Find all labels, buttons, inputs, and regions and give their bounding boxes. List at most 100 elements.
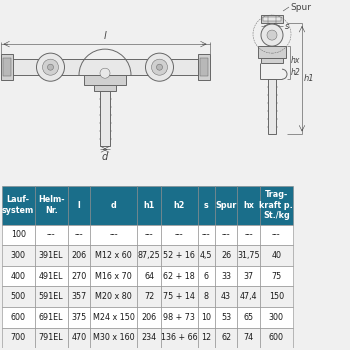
Bar (137, 245, 161, 266)
Text: 391EL: 391EL (39, 251, 63, 260)
Text: 43: 43 (221, 292, 231, 301)
Bar (90, 328, 137, 348)
Bar (84, 75, 126, 85)
Bar (68, 307, 90, 328)
Text: 136 + 66: 136 + 66 (161, 334, 198, 342)
Text: 52 + 16: 52 + 16 (163, 251, 195, 260)
Bar (197, 186, 215, 225)
Text: 591EL: 591EL (39, 292, 63, 301)
Text: 62: 62 (221, 334, 231, 342)
Circle shape (100, 68, 110, 78)
Bar (137, 186, 161, 225)
Text: 234: 234 (141, 334, 156, 342)
Bar (197, 225, 215, 245)
Text: 600: 600 (269, 334, 284, 342)
Bar (2, 307, 35, 328)
Text: M24 x 150: M24 x 150 (92, 313, 134, 322)
Bar (137, 266, 161, 286)
Text: l: l (104, 31, 106, 41)
Text: 700: 700 (10, 334, 26, 342)
Bar (260, 266, 293, 286)
Bar (263, 17, 281, 21)
Bar (35, 328, 68, 348)
Text: Trag-
kraft p.
St./kg: Trag- kraft p. St./kg (259, 190, 293, 220)
Text: 300: 300 (11, 251, 26, 260)
Bar (215, 266, 237, 286)
Bar (90, 307, 137, 328)
Bar (68, 266, 90, 286)
Text: 300: 300 (269, 313, 284, 322)
Bar (215, 245, 237, 266)
Text: 64: 64 (144, 272, 154, 281)
Text: 75 + 14: 75 + 14 (163, 292, 195, 301)
Bar (90, 286, 137, 307)
Text: 600: 600 (11, 313, 26, 322)
Text: 40: 40 (271, 251, 281, 260)
Bar (2, 286, 35, 307)
Bar (94, 85, 116, 91)
Text: 65: 65 (244, 313, 254, 322)
Text: h1: h1 (304, 74, 315, 83)
Text: s: s (204, 201, 209, 210)
Bar (268, 79, 276, 134)
Text: 98 + 73: 98 + 73 (163, 313, 195, 322)
Circle shape (156, 64, 162, 70)
Bar (35, 245, 68, 266)
Bar (2, 328, 35, 348)
Text: 100: 100 (11, 230, 26, 239)
Bar (90, 266, 137, 286)
Bar (13, 59, 197, 75)
Bar (215, 307, 237, 328)
Text: 12: 12 (201, 334, 211, 342)
Bar (260, 286, 293, 307)
Bar (2, 266, 35, 286)
Text: h1: h1 (144, 201, 155, 210)
Bar (35, 286, 68, 307)
Text: 37: 37 (244, 272, 254, 281)
Text: d: d (111, 201, 116, 210)
Bar (237, 225, 260, 245)
Bar (137, 307, 161, 328)
Bar (215, 186, 237, 225)
Text: 357: 357 (71, 292, 86, 301)
Text: 75: 75 (271, 272, 281, 281)
Text: 8: 8 (204, 292, 209, 301)
Bar (35, 225, 68, 245)
Bar (237, 186, 260, 225)
Text: l: l (77, 201, 80, 210)
Bar (35, 307, 68, 328)
Text: M30 x 160: M30 x 160 (93, 334, 134, 342)
Text: Spur: Spur (290, 2, 311, 12)
Bar (260, 245, 293, 266)
Bar (197, 54, 210, 80)
Circle shape (146, 53, 174, 81)
Bar (161, 307, 197, 328)
Bar (90, 225, 137, 245)
Bar (2, 58, 10, 76)
Bar (0, 54, 13, 80)
Bar (35, 186, 68, 225)
Bar (137, 328, 161, 348)
Bar (90, 186, 137, 225)
Text: M12 x 60: M12 x 60 (95, 251, 132, 260)
Circle shape (48, 64, 54, 70)
Text: ---: --- (75, 230, 83, 239)
Bar (68, 286, 90, 307)
Bar (2, 225, 35, 245)
Bar (197, 266, 215, 286)
Bar (237, 328, 260, 348)
Bar (161, 266, 197, 286)
Text: ---: --- (272, 230, 281, 239)
Text: 53: 53 (221, 313, 231, 322)
Text: 270: 270 (71, 272, 86, 281)
Bar (197, 307, 215, 328)
Bar (68, 186, 90, 225)
Bar (2, 186, 35, 225)
Text: 400: 400 (11, 272, 26, 281)
Text: 206: 206 (71, 251, 86, 260)
Text: ---: --- (202, 230, 210, 239)
Bar (237, 266, 260, 286)
Bar (68, 225, 90, 245)
Text: 47,4: 47,4 (240, 292, 257, 301)
Bar (260, 225, 293, 245)
